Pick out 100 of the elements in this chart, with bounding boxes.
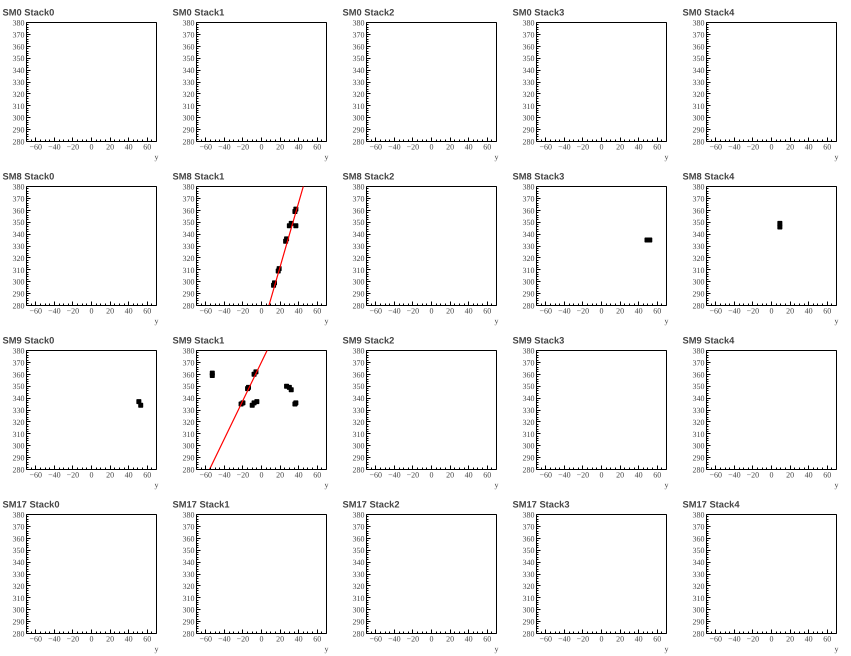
chart-title: SM9 Stack2 <box>342 336 394 346</box>
y-tick-label: 280 <box>692 138 704 146</box>
x-tick-label: −60 <box>710 142 722 152</box>
y-tick-label: 290 <box>12 290 24 299</box>
y-tick-label: 290 <box>522 290 534 299</box>
y-tick-label: 320 <box>12 90 24 99</box>
x-tick-label: 60 <box>483 634 492 644</box>
y-tick-label: 320 <box>12 582 24 591</box>
y-tick-label: 320 <box>692 90 704 99</box>
y-tick-label: 320 <box>352 418 364 427</box>
x-tick-label: 60 <box>313 142 322 152</box>
chart-title: SM0 Stack4 <box>682 8 736 18</box>
x-tick-label: −40 <box>218 470 231 480</box>
chart-title: SM0 Stack1 <box>172 8 224 18</box>
x-tick-label: 60 <box>653 142 662 152</box>
y-tick-label: 340 <box>12 230 24 240</box>
y-tick-label: 360 <box>522 42 534 52</box>
x-tick-label: −20 <box>576 142 590 152</box>
y-tick-label: 370 <box>692 194 704 204</box>
y-tick-label: 370 <box>352 522 364 532</box>
y-tick-label: 300 <box>352 606 364 615</box>
y-tick-label: 280 <box>182 138 194 146</box>
x-tick-label: 60 <box>653 470 662 480</box>
y-tick-label: 370 <box>12 30 24 40</box>
x-tick-label: −60 <box>30 634 42 644</box>
x-tick-label: −40 <box>388 306 401 316</box>
x-tick-label: 20 <box>276 470 284 480</box>
y-tick-label: 340 <box>182 394 194 404</box>
y-tick-label: 330 <box>12 570 24 579</box>
chart-title: SM17 Stack2 <box>342 500 400 510</box>
y-tick-label: 370 <box>352 30 364 40</box>
y-tick-label: 280 <box>522 138 534 146</box>
x-axis-title: y <box>494 644 498 654</box>
x-tick-label: 60 <box>143 470 152 480</box>
y-tick-label: 340 <box>182 558 194 568</box>
x-tick-label: −60 <box>540 634 552 644</box>
y-tick-label: 300 <box>522 114 534 123</box>
x-tick-label: 60 <box>313 306 322 316</box>
y-tick-label: 330 <box>692 242 704 251</box>
y-tick-label: 380 <box>692 182 704 192</box>
x-tick-label: −40 <box>48 470 61 480</box>
y-tick-label: 310 <box>522 266 534 275</box>
y-tick-label: 300 <box>692 442 704 451</box>
y-tick-label: 380 <box>692 510 704 520</box>
y-tick-label: 340 <box>182 66 194 76</box>
x-tick-label: −40 <box>388 470 401 480</box>
x-tick-label: −40 <box>48 142 61 152</box>
y-tick-label: 280 <box>522 466 534 474</box>
y-tick-label: 340 <box>352 230 364 240</box>
x-tick-label: −20 <box>746 470 760 480</box>
y-tick-label: 320 <box>692 254 704 263</box>
x-tick-label: 0 <box>770 470 774 480</box>
y-tick-label: 280 <box>12 466 24 474</box>
x-tick-label: 0 <box>600 306 604 316</box>
y-tick-label: 310 <box>692 430 704 439</box>
y-tick-label: 380 <box>352 346 364 356</box>
y-tick-label: 280 <box>352 138 364 146</box>
y-tick-label: 310 <box>12 430 24 439</box>
x-tick-label: −60 <box>710 470 722 480</box>
x-tick-label: 20 <box>106 142 114 152</box>
x-tick-label: 0 <box>770 306 774 316</box>
y-tick-label: 300 <box>12 278 24 287</box>
y-tick-label: 320 <box>182 418 194 427</box>
y-tick-label: 330 <box>182 78 194 87</box>
y-tick-label: 310 <box>12 102 24 111</box>
y-tick-label: 330 <box>692 78 704 87</box>
x-tick-label: 40 <box>294 634 303 644</box>
y-tick-label: 350 <box>182 54 194 64</box>
x-tick-label: −40 <box>728 634 741 644</box>
y-tick-label: 320 <box>182 90 194 99</box>
y-tick-label: 350 <box>522 218 534 228</box>
y-tick-label: 360 <box>692 206 704 216</box>
x-tick-label: −20 <box>746 306 760 316</box>
x-tick-label: 20 <box>616 306 624 316</box>
y-tick-label: 280 <box>352 630 364 638</box>
y-tick-label: 320 <box>692 582 704 591</box>
y-tick-label: 350 <box>352 546 364 556</box>
x-tick-label: 40 <box>804 306 813 316</box>
y-tick-label: 300 <box>352 278 364 287</box>
y-tick-label: 330 <box>522 242 534 251</box>
y-tick-label: 380 <box>352 510 364 520</box>
y-tick-label: 290 <box>352 126 364 135</box>
y-tick-label: 380 <box>12 346 24 356</box>
x-tick-label: 60 <box>313 470 322 480</box>
y-tick-label: 370 <box>522 194 534 204</box>
y-tick-label: 380 <box>522 18 534 28</box>
y-tick-label: 380 <box>522 182 534 192</box>
chart-title: SM17 Stack0 <box>2 500 60 510</box>
x-tick-label: −60 <box>710 306 722 316</box>
y-tick-label: 330 <box>352 242 364 251</box>
y-tick-label: 300 <box>352 114 364 123</box>
x-tick-label: −20 <box>66 634 80 644</box>
x-axis-title: y <box>664 316 668 326</box>
y-tick-label: 310 <box>352 266 364 275</box>
x-tick-label: −20 <box>66 470 80 480</box>
x-tick-label: 20 <box>786 634 794 644</box>
x-tick-label: 20 <box>786 142 794 152</box>
y-tick-label: 300 <box>352 442 364 451</box>
x-tick-label: 60 <box>653 634 662 644</box>
x-tick-label: −60 <box>30 306 42 316</box>
